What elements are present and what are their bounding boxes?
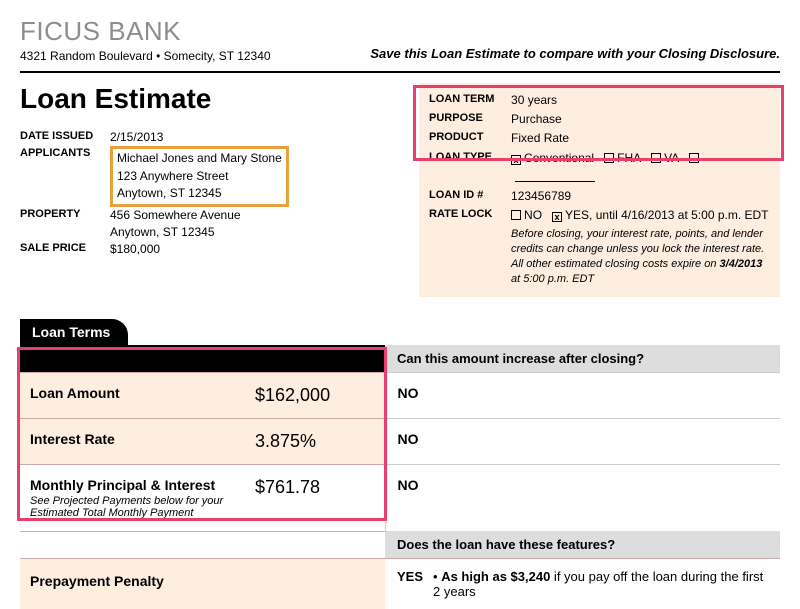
product-label: PRODUCT [429,129,511,148]
loan-term-label: LOAN TERM [429,91,511,110]
loan-terms-tab: Loan Terms [20,319,128,345]
opt-conventional: Conventional [524,151,594,165]
monthly-pi-title: Monthly Principal & Interest [30,477,215,493]
note-bold: 3/4/2013 [720,258,763,270]
checkbox-lock-no [511,210,521,220]
prepay-label: Prepayment Penalty [20,559,385,609]
monthly-pi-value: $761.78 [245,464,385,531]
checkbox-fha [604,153,614,163]
prepay-strong: As high as $3,240 [441,569,550,584]
loan-summary-box: LOAN TERM30 years PURPOSEPurchase PRODUC… [419,83,780,297]
prepay-yes: YES [397,569,423,584]
loan-term-value: 30 years [511,91,770,110]
rule-top [20,71,780,73]
lock-yes-text: YES, until 4/16/2013 at 5:00 p.m. EDT [565,208,768,222]
rate-lock-value: NO YES, until 4/16/2013 at 5:00 p.m. EDT [511,206,770,225]
loan-id-value: 123456789 [511,187,770,206]
rate-lock-note: Before closing, your interest rate, poin… [511,227,770,286]
checkbox-va [651,153,661,163]
interest-rate-value: 3.875% [245,418,385,464]
loan-type-value: Conventional FHA VA [511,149,770,187]
property-label: PROPERTY [20,207,110,242]
rate-lock-label: RATE LOCK [429,206,511,225]
loan-amount-answer: NO [385,372,780,418]
applicants-label: APPLICANTS [20,146,110,206]
date-issued-label: DATE ISSUED [20,129,110,146]
prepay-answer: YES • As high as $3,240 if you pay off t… [385,559,780,609]
purpose-value: Purchase [511,110,770,129]
loan-terms-table: Can this amount increase after closing? … [20,345,780,609]
sale-price-label: SALE PRICE [20,241,110,258]
interest-rate-label: Interest Rate [20,418,245,464]
features-question-header: Does the loan have these features? [385,531,780,559]
checkbox-lock-yes [552,212,562,222]
bank-address: 4321 Random Boulevard • Somecity, ST 123… [20,49,271,63]
product-value: Fixed Rate [511,129,770,148]
save-note: Save this Loan Estimate to compare with … [370,46,780,61]
loan-amount-value: $162,000 [245,372,385,418]
property-line2: Anytown, ST 12345 [110,225,215,239]
opt-fha: FHA [617,151,641,165]
loan-amount-label: Loan Amount [20,372,245,418]
date-issued-value: 2/15/2013 [110,129,399,146]
sale-price-value: $180,000 [110,241,399,258]
prepay-bullet: • As high as $3,240 if you pay off the l… [433,569,768,599]
bank-name: FICUS BANK [20,16,271,47]
note-part2: at 5:00 p.m. EDT [511,273,594,285]
purpose-label: PURPOSE [429,110,511,129]
loan-type-label: LOAN TYPE [429,149,511,187]
monthly-pi-sub: See Projected Payments below for your Es… [30,495,235,519]
checkbox-other [689,153,699,163]
loan-id-label: LOAN ID # [429,187,511,206]
monthly-pi-answer: NO [385,464,780,531]
applicants-line3: Anytown, ST 12345 [117,186,222,200]
applicants-highlight: Michael Jones and Mary Stone 123 Anywher… [110,146,289,206]
applicants-line1: Michael Jones and Mary Stone [117,151,282,165]
checkbox-conventional [511,155,521,165]
opt-va: VA [664,151,679,165]
lock-no-text: NO [524,208,542,222]
terms-question-header: Can this amount increase after closing? [385,345,780,373]
interest-rate-answer: NO [385,418,780,464]
blank-other [515,181,595,182]
page-title: Loan Estimate [20,83,399,115]
monthly-pi-label: Monthly Principal & Interest See Project… [20,464,245,531]
applicants-line2: 123 Anywhere Street [117,169,228,183]
property-line1: 456 Somewhere Avenue [110,208,241,222]
